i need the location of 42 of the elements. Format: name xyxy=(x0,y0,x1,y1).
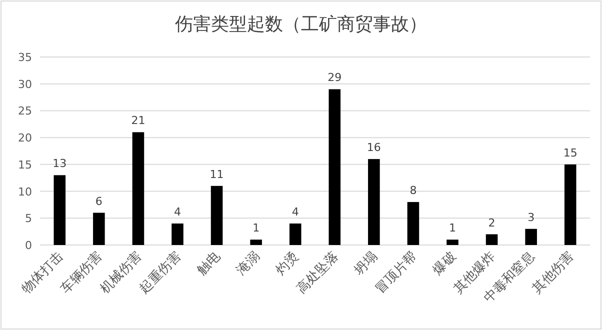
y-tick-label: 20 xyxy=(18,132,32,145)
x-tick-label: 触电 xyxy=(194,249,224,278)
bar xyxy=(250,240,262,245)
bar xyxy=(289,224,302,245)
y-tick-label: 30 xyxy=(18,78,32,91)
data-label: 8 xyxy=(410,184,417,198)
y-tick-label: 10 xyxy=(18,185,32,198)
x-tick-label: 爆破 xyxy=(430,249,460,278)
bar xyxy=(93,212,105,245)
y-tick-label: 0 xyxy=(25,239,32,252)
y-tick-label: 25 xyxy=(18,104,32,118)
y-tick-label: 15 xyxy=(18,158,32,172)
bar xyxy=(525,228,537,245)
bar xyxy=(172,224,184,245)
bar xyxy=(210,186,223,245)
x-tick-label: 淹溺 xyxy=(234,249,263,278)
data-label: 4 xyxy=(292,206,299,219)
x-tick-label: 灼烫 xyxy=(273,249,302,278)
data-label: 29 xyxy=(328,71,342,84)
data-label: 16 xyxy=(366,141,381,154)
x-tick-label: 坍塌 xyxy=(351,249,381,279)
data-label: 1 xyxy=(449,222,456,235)
data-label: 11 xyxy=(210,168,224,181)
bar xyxy=(54,175,66,245)
bar xyxy=(328,89,341,245)
bar xyxy=(564,164,576,245)
bar xyxy=(486,234,498,245)
bar xyxy=(407,202,420,245)
data-label: 15 xyxy=(563,146,578,160)
y-tick-label: 35 xyxy=(18,51,32,64)
bar xyxy=(132,132,144,245)
data-label: 2 xyxy=(488,216,496,230)
data-label: 21 xyxy=(131,114,146,128)
data-label: 1 xyxy=(252,222,260,235)
data-label: 6 xyxy=(95,194,102,208)
data-label: 13 xyxy=(52,157,67,170)
data-label: 3 xyxy=(528,210,535,224)
y-tick-label: 5 xyxy=(25,212,32,226)
bar xyxy=(446,240,458,245)
data-label: 4 xyxy=(174,206,181,219)
bar xyxy=(368,159,380,245)
chart-title: 伤害类型起数（工矿商贸事故） xyxy=(175,14,427,35)
